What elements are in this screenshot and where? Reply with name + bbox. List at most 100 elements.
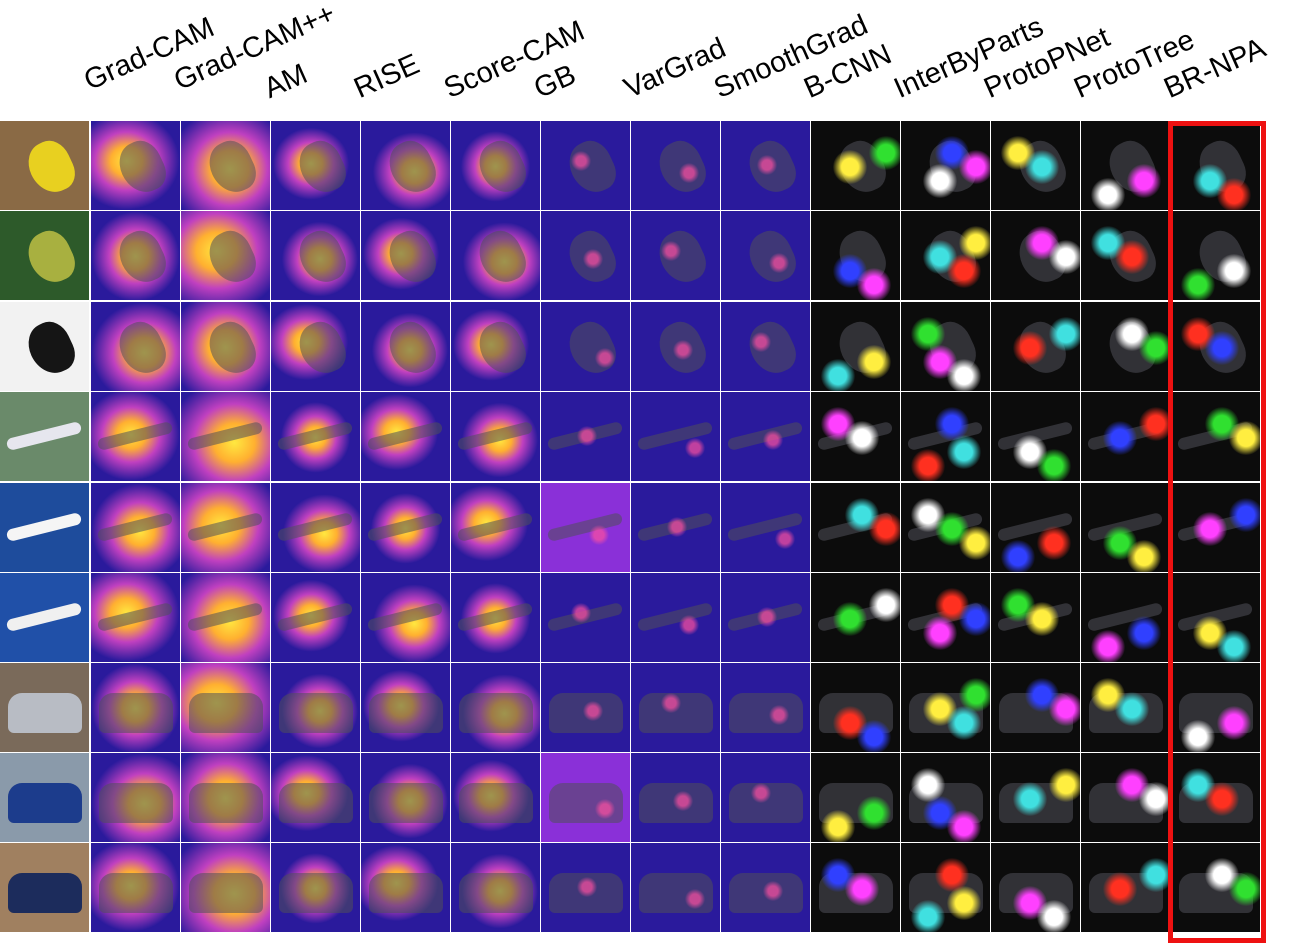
car-shape: [189, 693, 263, 733]
attribution-map: [541, 573, 630, 662]
attribution-map: [1081, 392, 1170, 481]
attribution-map: [91, 302, 180, 391]
gradient-speckle: [589, 525, 609, 545]
car-shape: [369, 693, 443, 733]
part-attention-spot: [833, 150, 867, 184]
part-attention-spot: [845, 872, 879, 906]
airplane-shape: [636, 601, 714, 633]
bird-shape: [561, 315, 623, 381]
attribution-map: [991, 663, 1080, 752]
attribution-map: [91, 121, 180, 210]
airplane-shape: [456, 511, 534, 543]
part-attention-spot: [1193, 512, 1227, 546]
attribution-map: [1081, 663, 1170, 752]
car-shape: [99, 783, 173, 823]
gradient-speckle: [577, 426, 597, 446]
gradient-speckle: [595, 799, 615, 819]
attribution-map: [901, 211, 990, 300]
part-attention-spot: [857, 720, 891, 752]
attribution-map: [1171, 121, 1260, 210]
part-attention-spot: [947, 810, 981, 842]
part-attention-spot: [1049, 240, 1080, 274]
attribution-map: [181, 211, 270, 300]
part-attention-spot: [1205, 782, 1239, 816]
attribution-map: [271, 753, 360, 842]
attribution-map: [1081, 211, 1170, 300]
attribution-map: [451, 483, 540, 572]
attribution-map: [1081, 753, 1170, 842]
airplane-shape: [96, 511, 174, 543]
attribution-map: [361, 121, 450, 210]
airplane-shape: [366, 420, 444, 452]
part-attention-spot: [959, 526, 990, 560]
bird-shape: [471, 315, 533, 381]
column-label: VarGrad: [619, 31, 731, 105]
gradient-speckle: [763, 430, 783, 450]
attribution-map: [451, 392, 540, 481]
part-attention-spot: [935, 407, 969, 441]
bird-shape: [20, 315, 82, 381]
attribution-map: [1081, 843, 1170, 932]
part-attention-spot: [1049, 317, 1080, 351]
attribution-map: [181, 392, 270, 481]
airplane-shape: [186, 601, 264, 633]
part-attention-spot: [1127, 616, 1161, 650]
attribution-map: [181, 663, 270, 752]
attribution-map: [631, 211, 720, 300]
car-shape: [99, 873, 173, 913]
attribution-map: [811, 663, 900, 752]
bird-shape: [20, 224, 82, 290]
input-image: [0, 392, 89, 481]
gradient-speckle: [679, 163, 699, 183]
attribution-map: [991, 753, 1080, 842]
gradient-speckle: [685, 889, 705, 909]
car-shape: [189, 873, 263, 913]
attribution-map: [271, 843, 360, 932]
attribution-map: [541, 753, 630, 842]
attribution-map: [541, 211, 630, 300]
part-attention-spot: [1049, 768, 1080, 802]
airplane-shape: [546, 511, 624, 543]
car-shape: [189, 783, 263, 823]
airplane-shape: [276, 511, 354, 543]
input-image: [0, 302, 89, 391]
part-attention-spot: [911, 768, 945, 802]
gradient-speckle: [673, 791, 693, 811]
attribution-map: [721, 753, 810, 842]
part-attention-spot: [1025, 150, 1059, 184]
attribution-map: [181, 121, 270, 210]
part-attention-spot: [1115, 692, 1149, 726]
car-shape: [8, 873, 82, 913]
bird-shape: [381, 224, 443, 290]
airplane-shape: [5, 511, 83, 543]
part-attention-spot: [1139, 858, 1170, 892]
attribution-map: [811, 753, 900, 842]
attribution-map: [361, 663, 450, 752]
bird-shape: [20, 134, 82, 200]
bird-shape: [201, 315, 263, 381]
airplane-shape: [96, 420, 174, 452]
gradient-speckle: [751, 332, 771, 352]
attribution-map: [631, 843, 720, 932]
gradient-speckle: [595, 348, 615, 368]
attribution-map: [181, 483, 270, 572]
part-attention-spot: [1013, 782, 1047, 816]
airplane-shape: [276, 601, 354, 633]
part-attention-spot: [1001, 540, 1035, 572]
bird-shape: [111, 224, 173, 290]
part-attention-spot: [1139, 331, 1170, 365]
part-attention-spot: [1217, 178, 1251, 210]
bird-shape: [561, 134, 623, 200]
input-image: [0, 663, 89, 752]
attribution-map: [811, 121, 900, 210]
airplane-shape: [96, 601, 174, 633]
part-attention-spot: [1103, 872, 1137, 906]
bird-shape: [291, 224, 353, 290]
part-attention-spot: [1091, 178, 1125, 210]
attribution-map: [1171, 573, 1260, 662]
attribution-map: [451, 211, 540, 300]
gradient-speckle: [661, 241, 681, 261]
attribution-map: [901, 121, 990, 210]
attribution-map: [451, 573, 540, 662]
bird-shape: [201, 134, 263, 200]
